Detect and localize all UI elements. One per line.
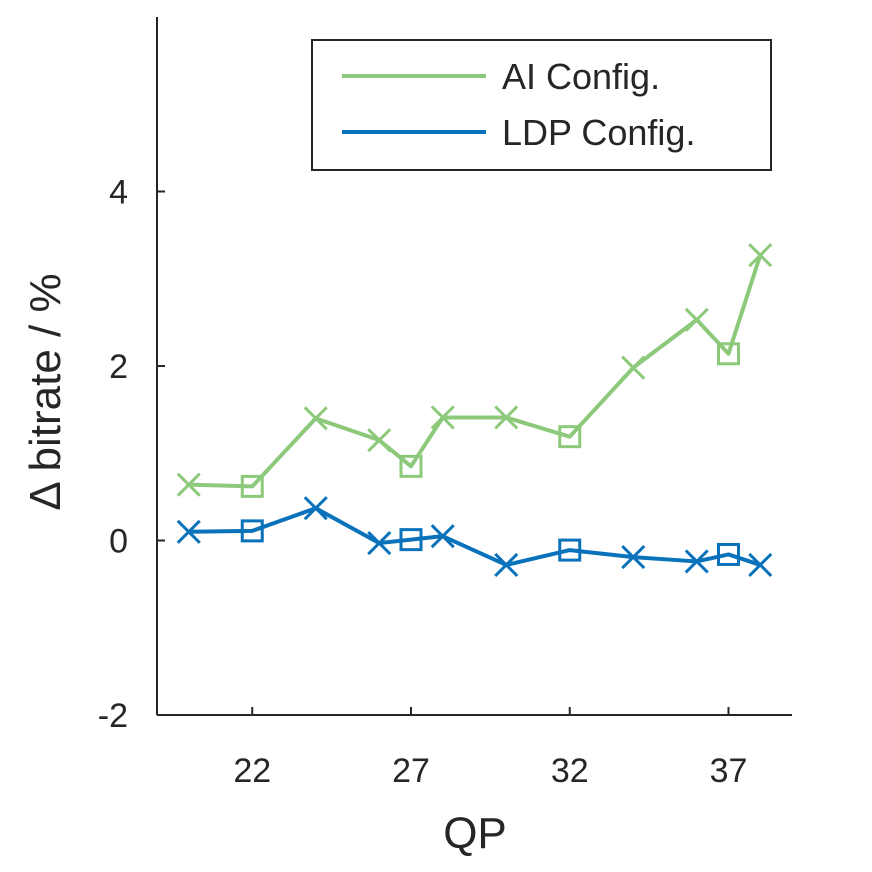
legend-box	[311, 39, 772, 171]
x-tick-label: 37	[710, 752, 748, 790]
y-axis-label: Δ bitrate / %	[21, 273, 70, 510]
data-point-x	[176, 519, 201, 544]
data-point-x	[303, 406, 328, 431]
data-point-x	[367, 531, 392, 556]
x-tick-label: 32	[551, 752, 589, 790]
data-point-square	[399, 528, 423, 552]
y-tick-label: -2	[98, 697, 128, 735]
data-point-square	[717, 342, 740, 366]
data-point-x	[494, 405, 519, 430]
series-1	[176, 496, 773, 577]
series-line	[188, 254, 763, 489]
data-point-x	[176, 472, 201, 497]
x-tick-label: 27	[392, 752, 430, 790]
data-point-x	[494, 552, 519, 577]
series-layer	[176, 243, 773, 577]
x-tick-label: 22	[233, 752, 271, 790]
data-point-x	[430, 524, 455, 549]
series-0	[176, 243, 773, 498]
data-point-square	[399, 454, 423, 478]
data-point-x	[684, 307, 709, 332]
legend-label-ai: AI Config.	[502, 56, 660, 97]
legend: AI Config. LDP Config.	[311, 39, 772, 171]
data-point-square	[717, 542, 740, 566]
x-axis-label: QP	[443, 809, 507, 858]
data-point-square	[240, 474, 264, 498]
data-point-x	[621, 355, 646, 380]
x-ticks: 22 27 32 37	[233, 707, 747, 790]
y-tick-label: 4	[109, 174, 128, 212]
y-tick-label: 2	[109, 348, 128, 386]
data-point-square	[558, 538, 582, 562]
data-point-x	[621, 545, 646, 570]
data-point-x	[303, 496, 328, 521]
legend-label-ldp: LDP Config.	[502, 112, 695, 153]
data-point-square	[558, 425, 582, 449]
data-point-x	[748, 243, 773, 268]
series-line	[188, 506, 761, 567]
data-point-x	[367, 428, 392, 453]
y-ticks: -2 0 2 4	[98, 174, 165, 735]
data-point-x	[430, 405, 455, 430]
data-point-x	[684, 549, 709, 574]
y-tick-label: 0	[109, 523, 128, 561]
data-point-square	[240, 519, 264, 543]
data-point-x	[748, 552, 773, 577]
